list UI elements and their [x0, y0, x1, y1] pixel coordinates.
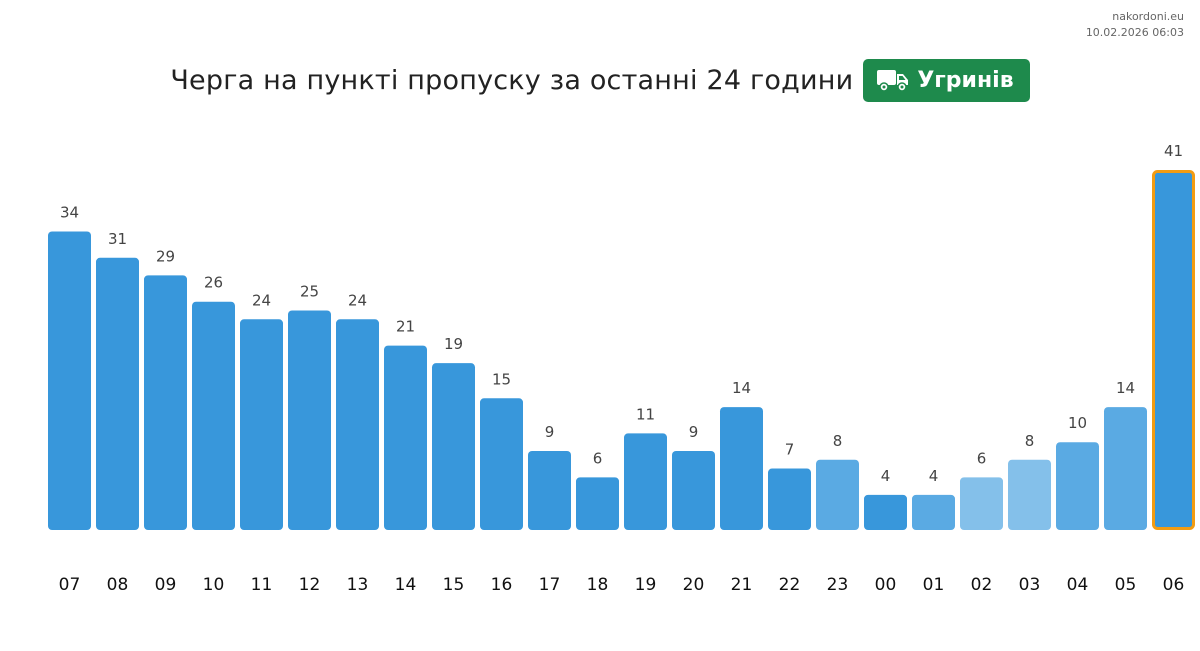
bar-07[interactable] [48, 231, 91, 530]
x-tick-label: 12 [299, 575, 321, 595]
x-tick-label: 23 [827, 575, 849, 595]
x-tick-label: 21 [731, 575, 753, 595]
value-label: 24 [252, 291, 271, 309]
value-label: 25 [300, 282, 319, 300]
bar-22[interactable] [768, 468, 811, 530]
bar-23[interactable] [816, 459, 859, 530]
bar-20[interactable] [672, 450, 715, 530]
bar-17[interactable] [528, 450, 571, 530]
value-label: 29 [156, 247, 175, 265]
bar-02[interactable] [960, 477, 1003, 530]
bar-16[interactable] [480, 398, 523, 530]
bar-00[interactable] [864, 494, 907, 530]
bar-03[interactable] [1008, 459, 1051, 530]
x-tick-label: 22 [779, 575, 801, 595]
x-tick-label: 14 [395, 575, 417, 595]
value-label: 34 [60, 203, 79, 221]
x-tick-label: 13 [347, 575, 369, 595]
bar-18[interactable] [576, 477, 619, 530]
value-label: 19 [444, 335, 463, 353]
x-tick-label: 20 [683, 575, 705, 595]
x-tick-label: 19 [635, 575, 657, 595]
x-tick-label: 06 [1163, 575, 1185, 595]
x-tick-label: 03 [1019, 575, 1041, 595]
bar-01[interactable] [912, 494, 955, 530]
checkpoint-badge[interactable]: Угринів [863, 58, 1030, 102]
page-title: Черга на пункті пропуску за останні 24 г… [170, 64, 854, 96]
x-tick-label: 05 [1115, 575, 1137, 595]
x-tick-label: 17 [539, 575, 561, 595]
value-label: 14 [1116, 379, 1135, 397]
value-label: 26 [204, 274, 223, 292]
bar-04[interactable] [1056, 442, 1099, 530]
value-label: 7 [785, 441, 795, 459]
bar-13[interactable] [336, 319, 379, 530]
x-tick-label: 04 [1067, 575, 1089, 595]
x-tick-label: 08 [107, 575, 129, 595]
x-tick-label: 18 [587, 575, 609, 595]
value-label: 14 [732, 379, 751, 397]
source-site: nakordoni.eu [1112, 10, 1184, 23]
bar-19[interactable] [624, 433, 667, 530]
value-label: 15 [492, 370, 511, 388]
value-label: 8 [833, 432, 843, 450]
bar-14[interactable] [384, 345, 427, 530]
value-label: 11 [636, 405, 655, 423]
value-label: 9 [545, 423, 555, 441]
value-label: 9 [689, 423, 699, 441]
bar-12[interactable] [288, 310, 331, 530]
x-tick-label: 15 [443, 575, 465, 595]
source-timestamp: 10.02.2026 06:03 [1085, 26, 1184, 39]
x-tick-label: 00 [875, 575, 897, 595]
x-tick-label: 10 [203, 575, 225, 595]
x-tick-label: 01 [923, 575, 945, 595]
bar-10[interactable] [192, 301, 235, 530]
value-label: 31 [108, 230, 127, 248]
bar-06[interactable] [1152, 170, 1195, 530]
x-tick-label: 07 [59, 575, 81, 595]
bar-11[interactable] [240, 319, 283, 530]
value-label: 24 [348, 291, 367, 309]
value-label: 4 [881, 467, 891, 485]
value-label: 41 [1164, 142, 1183, 160]
x-tick-label: 16 [491, 575, 513, 595]
value-label: 10 [1068, 414, 1087, 432]
value-label: 4 [929, 467, 939, 485]
x-tick-label: 02 [971, 575, 993, 595]
truck-icon [877, 70, 909, 92]
value-label: 6 [593, 449, 603, 467]
value-label: 21 [396, 318, 415, 336]
bar-09[interactable] [144, 275, 187, 530]
bar-08[interactable] [96, 257, 139, 530]
bar-15[interactable] [432, 363, 475, 530]
bar-21[interactable] [720, 407, 763, 530]
title-row: Черга на пункті пропуску за останні 24 г… [0, 58, 1200, 102]
x-tick-label: 09 [155, 575, 177, 595]
checkpoint-name: Угринів [917, 67, 1014, 93]
value-label: 6 [977, 449, 987, 467]
x-tick-label: 11 [251, 575, 273, 595]
value-label: 8 [1025, 432, 1035, 450]
bar-05[interactable] [1104, 407, 1147, 530]
source-info: nakordoni.eu 10.02.2026 06:03 [1086, 9, 1184, 41]
